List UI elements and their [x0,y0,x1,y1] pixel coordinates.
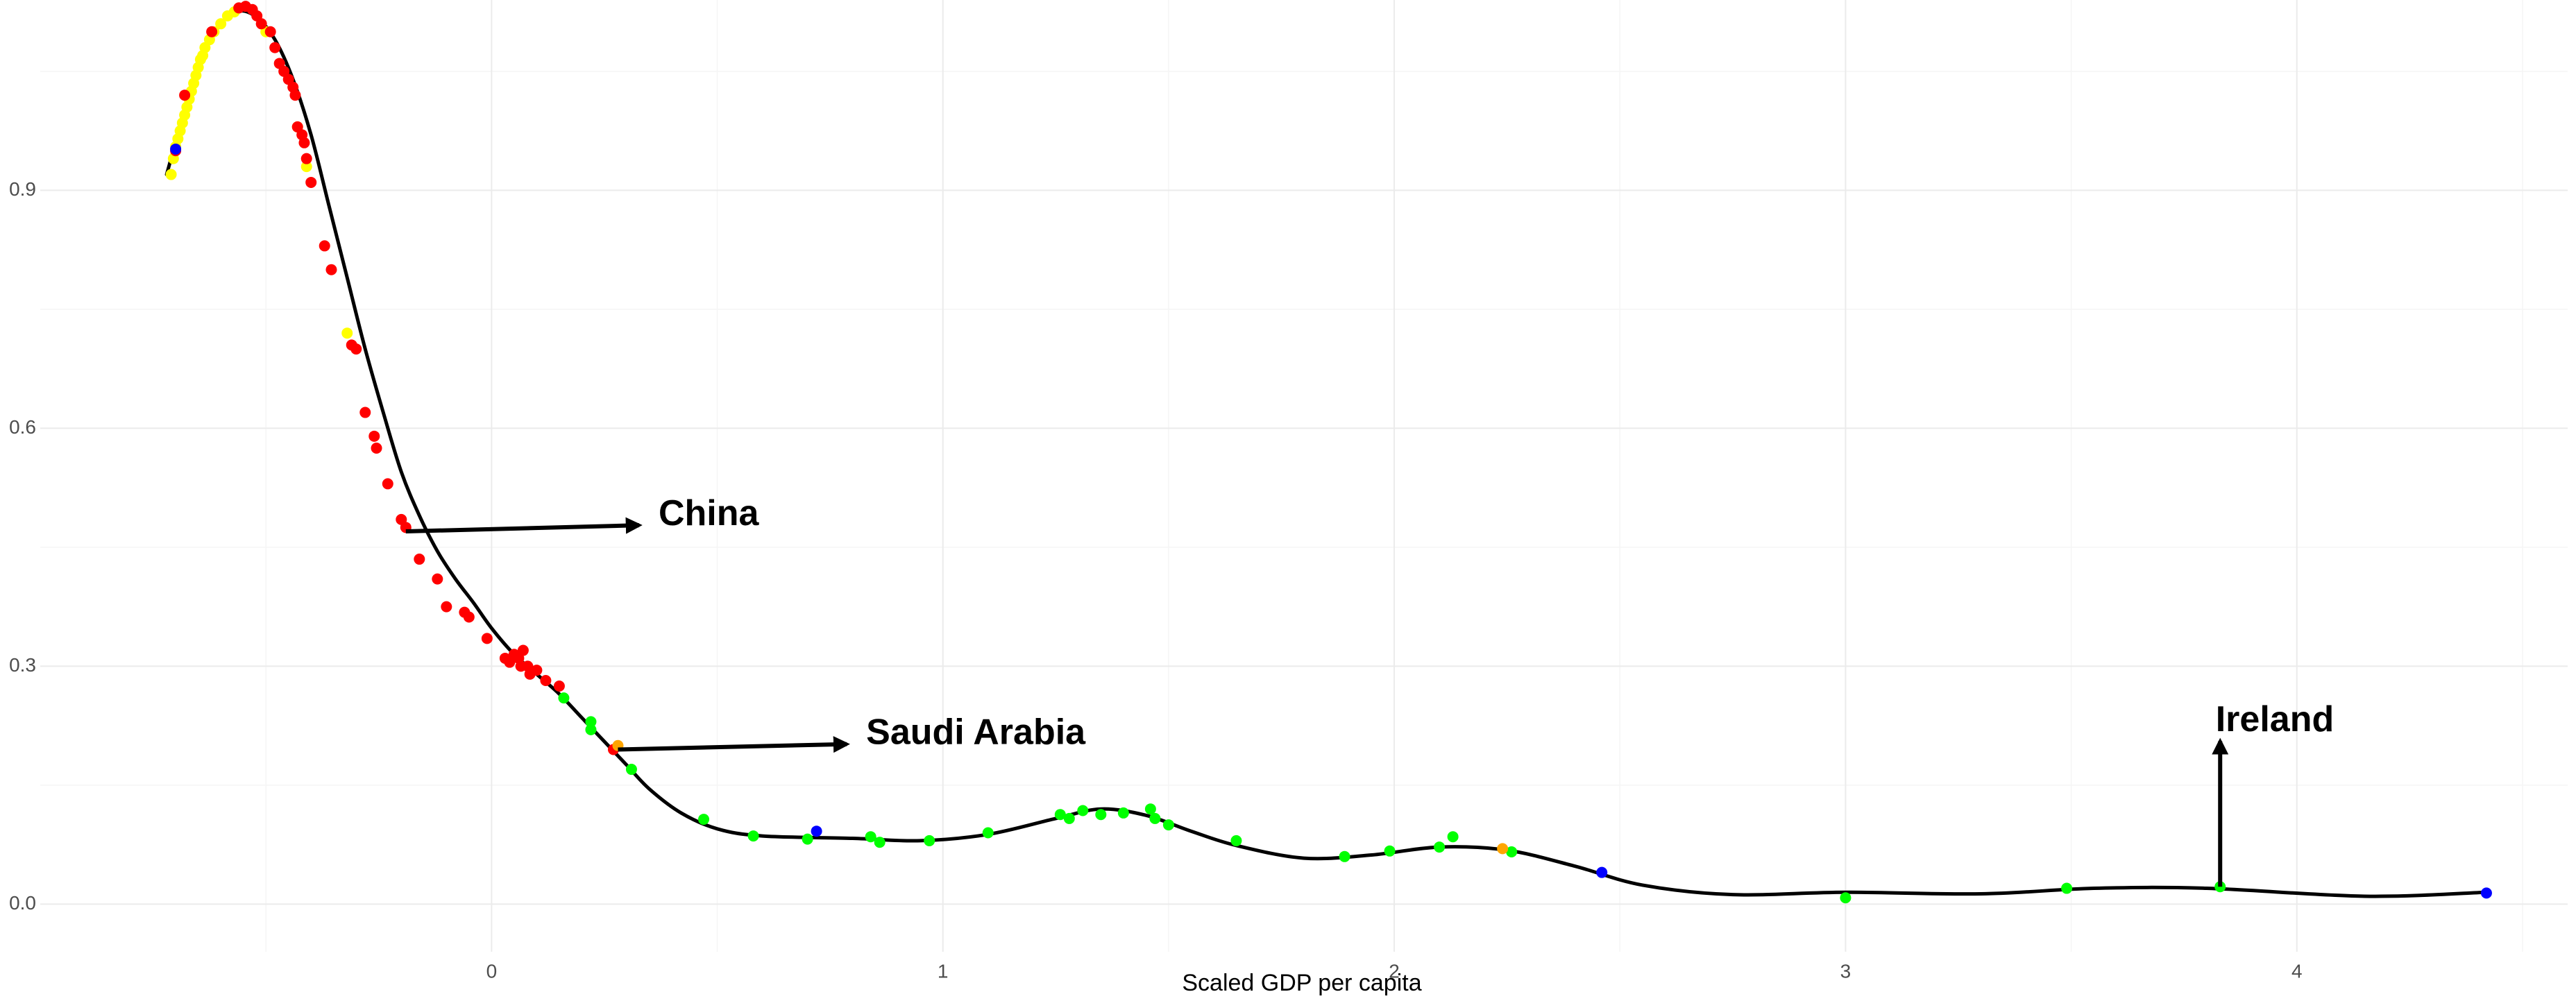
x-tick-label: 2 [1389,960,1400,982]
data-point-red [255,18,267,30]
data-point-red [350,343,362,355]
data-point-red [305,176,317,188]
data-point-red [359,407,371,418]
data-point-red [441,601,452,613]
data-point-orange [1497,843,1509,855]
data-point-blue [2480,887,2492,899]
annotation-label-saudi-arabia: Saudi Arabia [866,712,1086,752]
data-point-red [325,264,337,275]
data-point-green [1230,835,1242,846]
tick-labels: 0 1 2 3 4 0.0 0.3 0.6 0.9 [9,178,2303,982]
data-point-red [531,665,543,676]
data-point-red [269,42,281,53]
data-point-green [1447,831,1459,843]
x-axis-title: Scaled GDP per capita [1182,970,1421,996]
data-point-red [179,89,191,101]
x-tick-label: 3 [1840,960,1852,982]
data-point-green [1149,812,1161,824]
data-point-green [1506,846,1518,857]
data-point-red [289,89,301,101]
data-point-red [517,644,529,656]
grid-lines [40,0,2568,952]
data-point-blue [170,143,182,155]
data-point-green [1054,809,1066,821]
data-point-green [1077,805,1089,816]
data-point-red [481,633,493,644]
data-point-red [432,573,443,585]
data-point-green [802,833,813,845]
data-point-green [1339,850,1350,862]
smooth-curve-layer [164,9,2489,898]
data-point-green [865,831,876,843]
data-point-red [368,430,380,442]
data-point-red [264,26,276,37]
annotation-label-ireland: Ireland [2216,699,2334,739]
data-point-green [1117,807,1129,819]
data-point-red [298,137,310,148]
data-point-yellow [165,169,177,180]
y-tick-label: 0.9 [9,178,36,200]
smooth-fit-curve [164,9,2489,898]
data-point-yellow [341,327,353,339]
annotations: China Saudi Arabia Ireland [405,493,2334,887]
data-point-green [585,724,597,735]
data-point-blue [1596,866,1608,878]
y-tick-label: 0.0 [9,892,36,914]
data-point-red [553,680,565,692]
data-point-red [382,478,393,490]
data-point-green [2061,882,2073,894]
data-point-green [585,716,597,728]
annotation-label-china: China [659,493,760,533]
data-point-green [1162,819,1174,831]
annotation-arrow-saudi-arabia [618,736,850,753]
data-points [165,1,2492,904]
data-point-red [414,554,425,565]
data-point-red [540,674,552,686]
data-point-green [1434,841,1446,853]
data-point-green [747,830,759,842]
data-point-green [982,827,994,839]
data-point-blue [811,825,822,837]
data-point-green [558,692,570,704]
data-point-green [874,837,886,848]
data-point-red [319,240,330,252]
data-point-green [1840,892,1852,904]
data-point-green [698,814,710,825]
data-point-green [1063,812,1075,824]
x-tick-label: 4 [2291,960,2303,982]
annotation-arrow-china [405,517,643,534]
data-point-red [463,611,475,623]
data-point-green [1144,803,1156,815]
y-tick-label: 0.3 [9,654,36,676]
data-point-green [1095,809,1107,821]
x-tick-label: 1 [938,960,949,982]
data-point-red [206,26,218,37]
data-point-yellow [215,18,227,30]
data-point-green [924,835,935,846]
data-point-green [1384,845,1396,857]
y-tick-label: 0.6 [9,416,36,438]
data-point-red [300,153,312,164]
data-point-red [371,442,382,454]
data-point-yellow [300,161,312,173]
x-tick-label: 0 [486,960,498,982]
data-point-green [625,764,637,776]
